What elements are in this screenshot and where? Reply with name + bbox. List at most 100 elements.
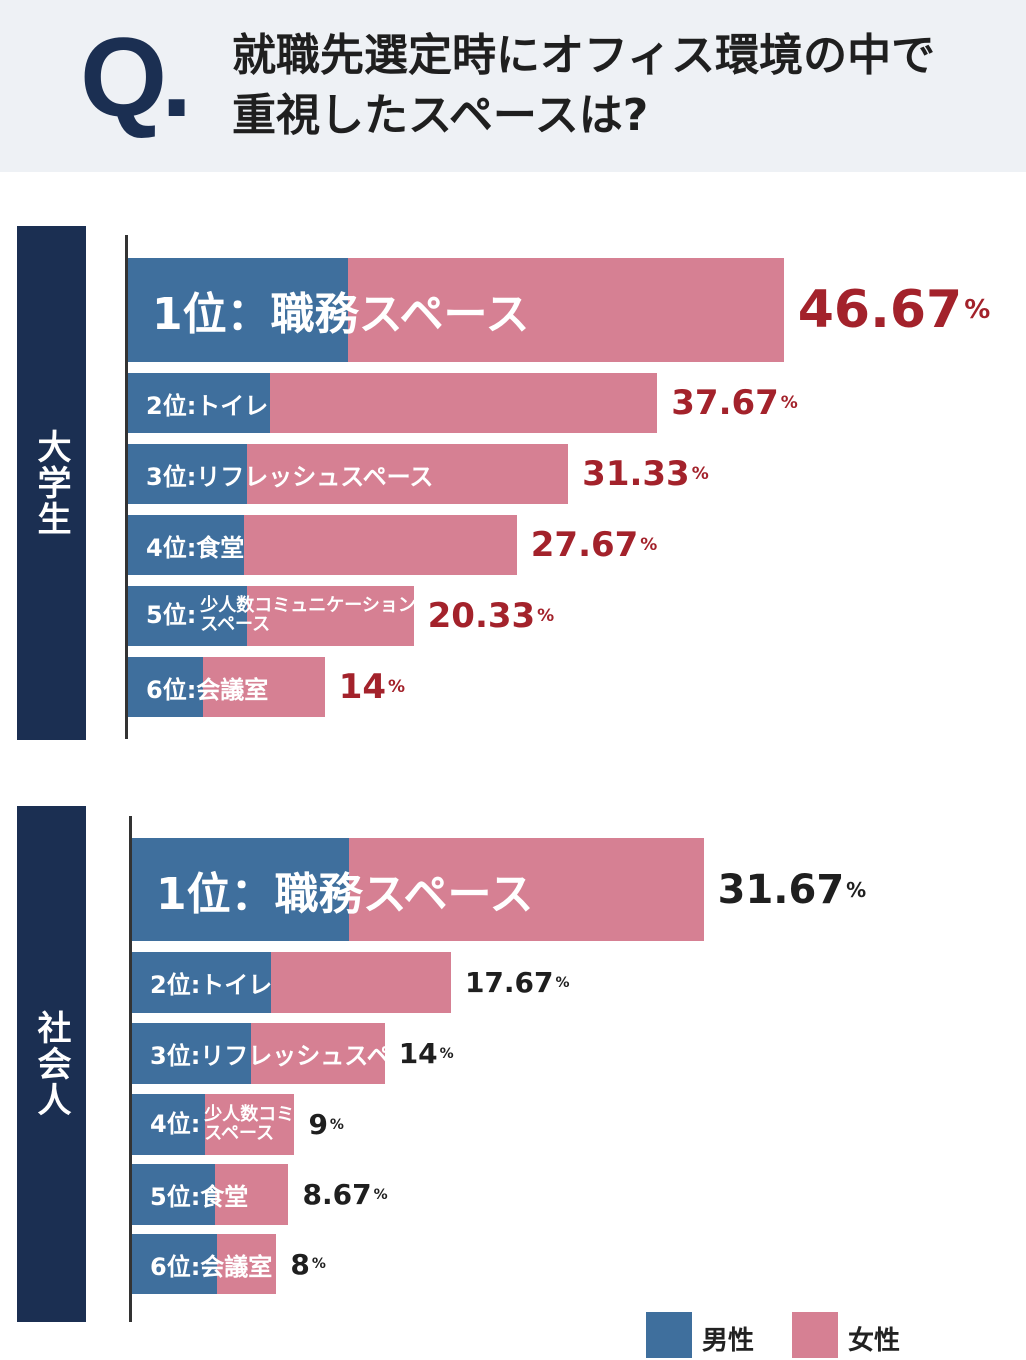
bar-value-unit: % (846, 877, 867, 902)
bar-value-number: 8 (290, 1247, 310, 1281)
bar-segment-male (128, 515, 244, 575)
bar-name-line-2: スペース (204, 1122, 275, 1144)
bar-name-line-1: 少人数コミュニケーション (204, 1103, 420, 1125)
bar-value-unit: % (780, 393, 798, 413)
bar-segment-male (132, 1023, 251, 1084)
bar-row: 5位: 少人数コミュニケーション スペース (128, 586, 416, 646)
bar-segment-female (214, 1164, 289, 1225)
bar-segment-female (349, 838, 704, 941)
bar-name: 1位：職務スペース (152, 289, 530, 340)
bar-category-label: 6位:会議室 (150, 1234, 272, 1294)
bar-value-unit: % (388, 677, 406, 697)
bar-row: 4位:食堂 (128, 515, 517, 575)
bar-value-label: 31.33% (582, 444, 709, 504)
bar-row: 6位:会議室 (132, 1234, 277, 1294)
bar-segment-male (132, 838, 350, 941)
bar-category-label: 5位: 少人数コミュニケーション スペース (146, 586, 416, 646)
bar-value-label: 20.33% (428, 586, 555, 646)
bar-row: 2位:トイレ (128, 373, 658, 433)
bar-value-label: 14% (339, 657, 405, 717)
bar-value-number: 14 (338, 667, 387, 707)
question-header: Q. 就職先選定時にオフィス環境の中で 重視したスペースは? (0, 0, 1026, 172)
bar-segment-female (250, 1023, 385, 1084)
bar-segment-male (132, 1234, 218, 1294)
bar-value-unit: % (439, 1045, 454, 1062)
bar-category-label: 3位:リフレッシュスペース (146, 444, 433, 504)
bar-name: 4位:食堂 (146, 533, 245, 562)
bar-segment-female (270, 952, 451, 1013)
bar-segment-male (128, 444, 247, 504)
bar-category-label: 2位:トイレ (150, 952, 272, 1013)
bar-row: 5位:食堂 (132, 1164, 289, 1225)
bar-name-lines: 少人数コミュニケーション スペース (204, 1103, 420, 1144)
bar-category-label: 4位: 少人数コミュニケーション スペース (150, 1094, 420, 1155)
bar-segment-male (128, 657, 203, 717)
bar-value-unit: % (537, 606, 555, 626)
bar-value-number: 31.33 (582, 454, 690, 494)
bar-category-label: 4位:食堂 (146, 515, 244, 575)
bar-rank: 5位: (146, 601, 197, 630)
bar-name-line-2: スペース (200, 614, 271, 635)
bar-name-line-1: 少人数コミュニケーション (200, 595, 416, 617)
bar-value-number: 9 (308, 1108, 328, 1141)
bar-value-label: 14% (399, 1023, 454, 1084)
bar-segment-female (202, 657, 325, 717)
bar-segment-male (128, 586, 248, 646)
bar-value-unit: % (640, 535, 658, 555)
bar-row: 1位：職務スペース (128, 258, 784, 362)
bar-segment-female (347, 258, 784, 362)
bar-value-label: 37.67% (671, 373, 798, 433)
bar-category-label: 1位：職務スペース (156, 838, 533, 941)
legend-female-label: 女性 (848, 1326, 901, 1356)
bar-category-label: 3位:リフレッシュスペース (150, 1023, 437, 1084)
bar-segment-male (132, 952, 271, 1013)
bar-segment-female (243, 515, 517, 575)
bar-value-number: 8.67 (302, 1178, 372, 1211)
bar-name: 2位:トイレ (150, 971, 273, 999)
bar-value-unit: % (311, 1256, 326, 1272)
bar-value-label: 31.67% (718, 838, 867, 941)
bar-category-label: 2位:トイレ (146, 373, 268, 433)
question-title-line-1: 就職先選定時にオフィス環境の中で (232, 30, 936, 81)
bar-name-lines: 少人数コミュニケーション スペース (200, 595, 416, 635)
bar-category-label: 6位:会議室 (146, 657, 268, 717)
bar-value-label: 8% (290, 1234, 326, 1294)
bar-value-label: 8.67% (302, 1164, 387, 1225)
bar-value-label: 9% (308, 1094, 344, 1155)
bar-value-unit: % (691, 464, 709, 484)
bar-name: 3位:リフレッシュスペース (146, 462, 434, 491)
bar-rank: 4位: (150, 1109, 201, 1138)
legend-male-swatch (646, 1312, 692, 1358)
bar-value-unit: % (964, 295, 991, 325)
bar-value-number: 37.67 (671, 383, 779, 423)
bar-name: 5位:食堂 (150, 1183, 249, 1211)
bar-value-number: 31.67 (717, 866, 845, 913)
bar-value-label: 17.67% (465, 952, 570, 1013)
bar-value-unit: % (555, 974, 570, 991)
bar-row: 1位：職務スペース (132, 838, 704, 941)
bar-row: 3位:リフレッシュスペース (128, 444, 569, 504)
chart-axis-working-adults (129, 816, 132, 1322)
bar-row: 2位:トイレ (132, 952, 451, 1013)
group-label-working-adults: 社会人 (31, 1010, 71, 1118)
group-tab-working-adults: 社会人 (17, 806, 86, 1322)
bar-segment-female (246, 444, 569, 504)
q-mark: Q. (80, 15, 192, 140)
bar-name: 6位:会議室 (146, 675, 269, 704)
legend-female-swatch (792, 1312, 838, 1358)
bar-name: 3位:リフレッシュスペース (150, 1042, 438, 1070)
bar-name: 2位:トイレ (146, 391, 269, 420)
bar-name: 1位：職務スペース (156, 868, 534, 920)
bar-value-label: 27.67% (531, 515, 658, 575)
bar-category-label: 1位：職務スペース (152, 258, 529, 362)
bar-segment-female (217, 1234, 277, 1294)
bar-row: 3位:リフレッシュスペース (132, 1023, 437, 1084)
group-label-students: 大学生 (31, 429, 71, 537)
bar-segment-female (205, 1094, 295, 1155)
bar-name: 6位:会議室 (150, 1252, 273, 1281)
bar-segment-female (269, 373, 658, 433)
bar-category-label: 5位:食堂 (150, 1164, 248, 1225)
bar-value-number: 27.67 (530, 525, 639, 565)
legend-male-label: 男性 (702, 1326, 755, 1356)
bar-segment-male (132, 1164, 215, 1225)
